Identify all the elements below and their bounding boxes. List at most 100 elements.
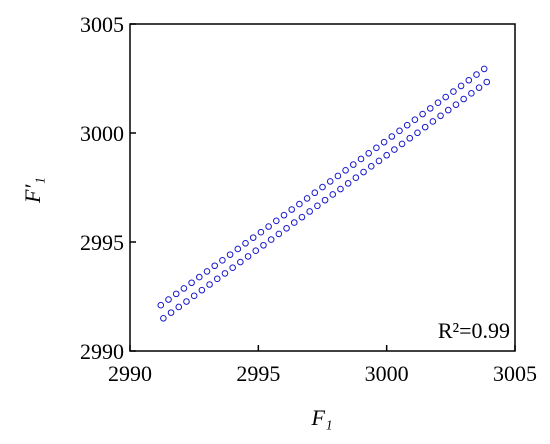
- point: [414, 129, 421, 137]
- point: [475, 84, 483, 91]
- x-axis-label: F₁: [310, 405, 332, 430]
- point: [260, 241, 267, 249]
- point: [460, 95, 467, 103]
- point: [391, 146, 398, 153]
- point: [442, 93, 450, 101]
- point: [334, 172, 342, 180]
- point: [419, 110, 426, 118]
- point: [196, 273, 203, 281]
- point: [360, 168, 367, 176]
- point: [167, 309, 175, 316]
- point: [157, 301, 165, 309]
- point: [437, 112, 444, 120]
- point: [457, 82, 465, 90]
- point: [265, 223, 272, 230]
- point: [365, 149, 373, 157]
- point: [280, 211, 288, 219]
- point: [411, 116, 419, 124]
- point: [165, 296, 172, 303]
- point: [326, 178, 334, 185]
- point: [465, 76, 473, 84]
- x-tick-label: 3005: [493, 361, 537, 386]
- y-tick-label: 3000: [80, 121, 124, 146]
- point: [434, 99, 442, 106]
- y-axis-label: F′₁: [20, 177, 45, 204]
- x-tick-label: 2995: [236, 361, 280, 386]
- plot-frame: [129, 23, 516, 352]
- point: [396, 127, 403, 135]
- point: [480, 65, 488, 73]
- point: [314, 202, 321, 210]
- point: [244, 253, 252, 260]
- point: [298, 213, 306, 221]
- point: [452, 101, 460, 108]
- annotation: R²=0.99: [438, 318, 510, 343]
- point: [344, 180, 352, 187]
- point: [234, 245, 242, 253]
- point: [211, 262, 218, 270]
- point: [160, 315, 167, 322]
- point: [267, 236, 275, 243]
- point: [288, 206, 296, 213]
- x-tick-label: 2990: [108, 361, 152, 386]
- point: [172, 290, 180, 298]
- point: [249, 234, 257, 241]
- point: [198, 286, 206, 294]
- point: [321, 196, 329, 204]
- point: [203, 268, 211, 275]
- point: [383, 151, 390, 159]
- point: [375, 157, 383, 165]
- point: [403, 121, 411, 129]
- point: [306, 208, 313, 215]
- y-tick-label: 3005: [80, 12, 124, 37]
- point: [226, 251, 234, 258]
- point: [303, 195, 311, 202]
- point: [427, 105, 434, 112]
- x-tick-label: 3000: [365, 361, 409, 386]
- point: [242, 240, 249, 247]
- point: [444, 106, 452, 114]
- y-tick-label: 2995: [80, 230, 124, 255]
- point: [367, 163, 375, 170]
- point: [468, 90, 475, 97]
- point: [188, 279, 195, 287]
- point: [283, 224, 290, 232]
- point: [398, 140, 406, 148]
- point: [406, 134, 414, 142]
- point: [380, 138, 388, 146]
- point: [483, 78, 491, 86]
- point: [450, 88, 457, 95]
- point: [219, 257, 226, 264]
- point: [175, 303, 183, 311]
- point: [350, 161, 357, 168]
- point: [342, 166, 349, 174]
- point: [221, 270, 229, 277]
- point: [473, 71, 480, 78]
- point: [357, 155, 365, 163]
- point: [296, 200, 303, 208]
- point: [337, 185, 344, 193]
- point: [229, 264, 236, 272]
- point: [273, 217, 280, 225]
- point: [183, 298, 190, 305]
- point: [373, 144, 380, 152]
- point: [329, 191, 337, 198]
- point: [352, 174, 360, 181]
- point: [429, 118, 437, 125]
- point: [388, 133, 396, 140]
- point: [257, 228, 265, 236]
- point: [421, 123, 429, 131]
- point: [252, 247, 260, 255]
- point: [290, 219, 298, 226]
- point: [213, 275, 221, 283]
- point: [190, 292, 198, 300]
- point: [275, 230, 283, 238]
- point: [180, 285, 188, 292]
- point: [319, 183, 326, 191]
- point: [206, 281, 213, 288]
- y-tick-label: 2990: [80, 339, 124, 364]
- point: [237, 258, 244, 266]
- point: [311, 189, 319, 197]
